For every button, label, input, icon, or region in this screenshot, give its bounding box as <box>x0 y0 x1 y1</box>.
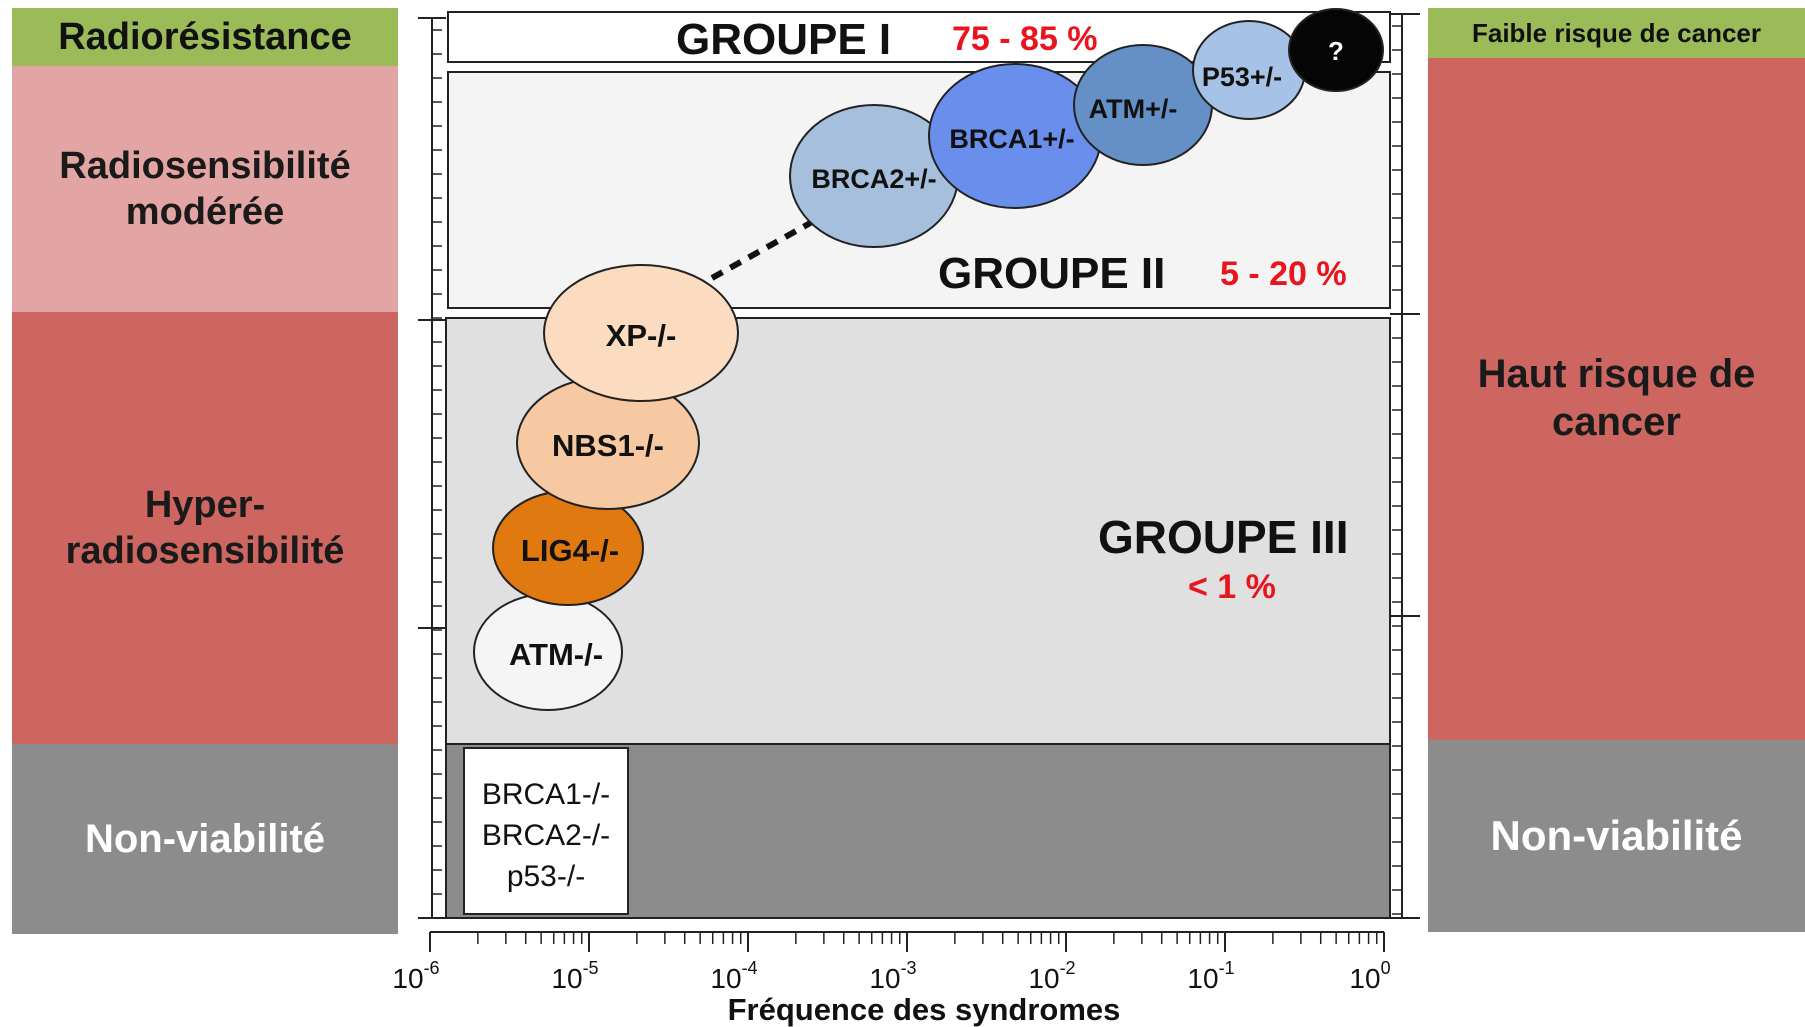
ellipse-atm-homozygous: ATM-/- <box>473 593 623 711</box>
nonviable-genotype-2: BRCA2-/- <box>482 819 610 852</box>
label-hyper-line2: radiosensibilité <box>65 530 345 572</box>
label-left-nonviability-text: Non-viabilité <box>84 816 326 861</box>
x-axis-tick-label: 10-4 <box>710 958 757 994</box>
ellipse-nbs1-label: NBS1-/- <box>552 428 664 463</box>
ellipse-atm-heterozygous-label: ATM+/- <box>1089 94 1178 124</box>
label-moderate-line1: Radiosensibilité <box>59 145 351 187</box>
ellipse-brca2-heterozygous-label: BRCA2+/- <box>811 164 936 194</box>
group-3-percent: < 1 % <box>1188 568 1276 606</box>
group-2-title: GROUPE II <box>938 249 1165 298</box>
ellipse-p53-heterozygous-label: P53+/- <box>1202 62 1282 92</box>
ellipse-brca2-heterozygous: BRCA2+/- <box>789 104 959 248</box>
group-1-title: GROUPE I <box>676 15 891 64</box>
left-axis-ticks <box>418 17 446 919</box>
nonviable-genotype-1: BRCA1-/- <box>482 778 610 811</box>
ellipse-p53-heterozygous: P53+/- <box>1192 20 1306 120</box>
group-1-percent: 75 - 85 % <box>952 20 1098 58</box>
label-left-nonviability: Non-viabilité <box>12 744 398 934</box>
label-radioresistance-text: Radiorésistance <box>58 15 352 58</box>
label-moderate-line2: modérée <box>125 191 285 233</box>
right-axis-ticks <box>1390 13 1420 919</box>
x-axis-tick-label: 100 <box>1349 958 1390 994</box>
label-low-cancer-risk-text: Faible risque de cancer <box>1471 17 1761 48</box>
x-axis-tick-label: 10-6 <box>392 958 439 994</box>
group-3-title: GROUPE III <box>1098 511 1348 563</box>
ellipse-atm-homozygous-label: ATM-/- <box>509 637 603 672</box>
label-right-nonviability-text: Non-viabilité <box>1490 812 1743 859</box>
label-radioresistance: Radiorésistance <box>12 8 398 66</box>
label-high-risk-line2: cancer <box>1552 400 1681 444</box>
ellipse-nbs1: NBS1-/- <box>516 376 700 510</box>
x-axis-tick-label: 10-3 <box>869 958 916 994</box>
label-hyper-line1: Hyper- <box>144 484 266 526</box>
ellipse-brca1-heterozygous: BRCA1+/- <box>928 63 1102 209</box>
nonviable-genotype-3: p53-/- <box>507 860 585 893</box>
ellipse-xp: XP-/- <box>543 264 739 402</box>
label-high-cancer-risk: Haut risque de cancer <box>1428 58 1805 740</box>
nonviable-genotype-box: BRCA1-/- BRCA2-/- p53-/- <box>463 747 629 915</box>
ellipse-unknown-label: ? <box>1328 36 1344 66</box>
label-low-cancer-risk: Faible risque de cancer <box>1428 8 1805 58</box>
x-axis-tick-label: 10-5 <box>551 958 598 994</box>
x-axis-tick-labels: 10-6 10-5 10-4 10-3 10-2 10-1 100 <box>392 958 1390 994</box>
label-high-risk-line1: Haut risque de <box>1477 352 1756 396</box>
dashed-connector <box>710 219 814 281</box>
ellipse-lig4: LIG4-/- <box>492 490 644 606</box>
x-axis-tick-label: 10-2 <box>1028 958 1075 994</box>
ellipse-unknown: ? <box>1288 8 1384 92</box>
x-axis-ticks <box>429 932 1385 952</box>
ellipse-xp-label: XP-/- <box>606 318 677 353</box>
x-axis-title: Fréquence des syndromes <box>728 992 1121 1027</box>
label-right-nonviability: Non-viabilité <box>1428 740 1805 932</box>
group-2-percent: 5 - 20 % <box>1220 255 1347 293</box>
label-hyper-radiosensitivity: Hyper- radiosensibilité <box>12 312 398 744</box>
ellipse-atm-heterozygous: ATM+/- <box>1073 44 1213 166</box>
label-moderate-radiosensitivity: Radiosensibilité modérée <box>12 66 398 312</box>
x-axis-tick-label: 10-1 <box>1187 958 1234 994</box>
ellipse-lig4-label: LIG4-/- <box>521 533 619 568</box>
ellipse-brca1-heterozygous-label: BRCA1+/- <box>949 124 1074 154</box>
